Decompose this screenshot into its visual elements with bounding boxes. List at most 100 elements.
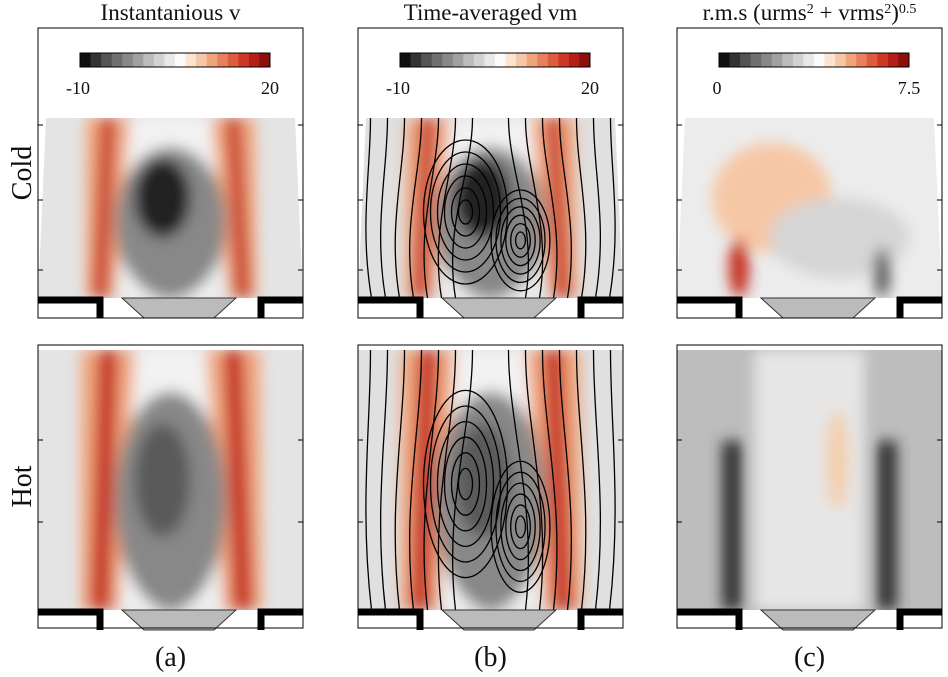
colorbar-cell: [228, 53, 239, 67]
colorbar-cell: [856, 53, 867, 67]
colorbar-cell: [122, 53, 133, 67]
wall: [261, 612, 303, 630]
colorbar-cell: [527, 53, 538, 67]
burner: [677, 298, 942, 318]
bluff-body: [761, 610, 875, 630]
recirculation-core: [135, 423, 191, 537]
colorbar-label: 0: [713, 78, 722, 98]
wall: [358, 300, 420, 318]
colorbar-cell: [154, 53, 165, 67]
recirculation-core: [135, 158, 191, 237]
title-part: ): [891, 0, 899, 25]
wall: [900, 612, 942, 630]
colorbar-cell: [782, 53, 793, 67]
panel-label: (c): [794, 642, 825, 673]
wall: [677, 300, 739, 318]
colorbar-cell: [259, 53, 270, 67]
bluff-body: [442, 610, 556, 630]
colorbar-cell: [751, 53, 762, 67]
colorbar-cell: [569, 53, 580, 67]
colorbar-cell: [888, 53, 899, 67]
colorbar-cell: [238, 53, 249, 67]
colorbar-cell: [80, 53, 91, 67]
wall: [358, 612, 420, 630]
colorbar-cell: [825, 53, 836, 67]
colorbar-cell: [196, 53, 207, 67]
colorbar-cell: [400, 53, 411, 67]
colorbar-cell: [846, 53, 857, 67]
colorbar-cell: [537, 53, 548, 67]
wall: [261, 300, 303, 318]
colorbar-cell: [740, 53, 751, 67]
colorbar-cell: [411, 53, 422, 67]
colorbar-cell: [175, 53, 186, 67]
colorbar-cell: [835, 53, 846, 67]
colorbar: -10 20: [66, 53, 279, 98]
colorbar-cell: [506, 53, 517, 67]
bluff-body: [442, 298, 556, 318]
colorbar-cell: [730, 53, 741, 67]
colorbar-cell: [91, 53, 102, 67]
colorbar-cell: [442, 53, 453, 67]
colorbar-cell: [421, 53, 432, 67]
rms-high: [826, 410, 850, 510]
superscript: 2: [807, 2, 814, 17]
field: [358, 118, 623, 298]
rms-peak: [874, 248, 890, 298]
colorbar-cell: [143, 53, 154, 67]
burner: [38, 610, 303, 630]
rms-dark: [722, 441, 742, 610]
panel-label: (b): [474, 642, 507, 673]
field-panel: [38, 345, 303, 630]
field-panel: -10 20: [358, 28, 623, 318]
figure: Instantanious v(a)-1020Time-averaged vm(…: [0, 0, 948, 677]
field-panel: [677, 345, 942, 630]
wall: [38, 612, 100, 630]
colorbar-cell: [453, 53, 464, 67]
colorbar-cell: [719, 53, 730, 67]
superscript: 2: [884, 2, 891, 17]
wall: [581, 300, 623, 318]
title-part: Instantanious v: [101, 0, 241, 25]
field: [38, 350, 303, 610]
colorbar-cell: [877, 53, 888, 67]
column-title: r.m.s (urms2 + vrms2)0.5: [703, 0, 917, 25]
field: [677, 350, 942, 610]
colorbar-label: -10: [386, 78, 410, 98]
colorbar-cell: [112, 53, 123, 67]
field-panel: 07.5: [677, 28, 942, 318]
colorbar-cell: [133, 53, 144, 67]
colorbar-label: 20: [261, 78, 279, 98]
row-label: Cold: [7, 146, 38, 200]
colorbar-cell: [772, 53, 783, 67]
blur: [81, 350, 262, 610]
colorbar-cell: [474, 53, 485, 67]
colorbar-cell: [207, 53, 218, 67]
colorbar-cell: [516, 53, 527, 67]
recirculation-core: [455, 158, 511, 237]
colorbar-label: -10: [66, 78, 90, 98]
bluff-body: [122, 610, 236, 630]
colorbar-cell: [803, 53, 814, 67]
colorbar-cell: [867, 53, 878, 67]
field: [677, 118, 942, 298]
blur: [86, 118, 257, 298]
colorbar-label: 20: [581, 78, 599, 98]
colorbar-cell: [814, 53, 825, 67]
wall: [581, 612, 623, 630]
panel-label: (a): [155, 642, 186, 673]
wall: [38, 300, 100, 318]
rms-peak: [729, 238, 749, 298]
colorbar-cell: [898, 53, 909, 67]
colorbar-cell: [793, 53, 804, 67]
burner: [677, 610, 942, 630]
title-part: r.m.s (urms: [703, 0, 807, 25]
field: [38, 118, 303, 298]
colorbar-cell: [484, 53, 495, 67]
title-part: + vrms: [814, 0, 885, 25]
colorbar-cell: [217, 53, 228, 67]
colorbar-cell: [495, 53, 506, 67]
superscript: 0.5: [899, 2, 917, 17]
blur: [406, 118, 577, 298]
